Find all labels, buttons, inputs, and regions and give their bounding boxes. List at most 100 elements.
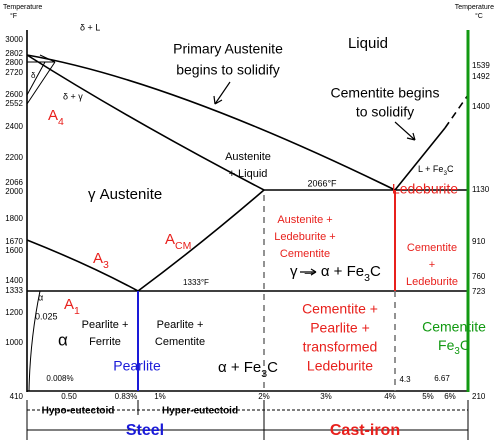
left-tick-label: 2000	[5, 187, 23, 196]
region-label: L + Fe3C	[418, 164, 454, 177]
range-label: Steel	[126, 422, 164, 439]
a3-line	[26, 239, 139, 292]
region-label: +	[429, 259, 435, 271]
region-label: Cementite	[280, 248, 330, 260]
label-part: L + Fe	[418, 164, 443, 174]
region-label: Cementite	[422, 319, 486, 335]
region-label: Cementite +	[302, 301, 378, 317]
cementite-liquidus-dashed	[444, 94, 469, 129]
region-label: transformed	[303, 339, 378, 355]
region-label: Ledeburite	[307, 358, 373, 374]
left-tick-label: 1400	[5, 276, 23, 285]
right-tick-label: 1130	[472, 185, 490, 194]
region-label: + Liquid	[229, 168, 268, 180]
region-label: ACM	[165, 231, 191, 252]
label-part: Fe	[438, 337, 455, 353]
left-tick-label: 2802	[5, 49, 23, 58]
right-tick-label: 1400	[472, 102, 490, 111]
range-label: Hypo-eutectoid	[42, 406, 115, 417]
delta-region	[26, 54, 56, 105]
right-tick-label: 910	[472, 237, 486, 246]
left-tick-label: 1800	[5, 214, 23, 223]
left-tick-label: 1600	[5, 246, 23, 255]
region-label: α	[38, 292, 43, 302]
region-label: Cementite	[155, 336, 205, 348]
region-label: Cementite	[407, 242, 457, 254]
region-label: Ledeburite +	[274, 231, 335, 243]
region-label: 4.3	[399, 375, 411, 384]
cementite-liquidus	[394, 127, 446, 191]
region-label: Austenite	[225, 151, 271, 163]
label-part: CM	[175, 240, 191, 252]
x-tick-label: 3%	[320, 392, 332, 401]
region-label: Primary Austenite	[173, 41, 283, 57]
region-label: α + Fe3C	[218, 359, 278, 380]
region-label: Austenite +	[277, 214, 332, 226]
label-part: 3	[443, 170, 447, 177]
label-part: 1	[74, 305, 80, 317]
label-part: A	[165, 231, 175, 248]
left-tick-label: 410	[10, 392, 24, 401]
region-label: Pearlite +	[310, 320, 370, 336]
range-label: Cast-iron	[330, 422, 400, 439]
left-tick-label: 2800	[5, 58, 23, 67]
region-label: δ + L	[80, 22, 100, 32]
right-tick-label: 210	[472, 392, 486, 401]
x-tick-label: 4%	[384, 392, 396, 401]
range-label: Hyper-eutectoid	[162, 406, 238, 417]
x-tick-label: 6%	[444, 392, 456, 401]
region-label: Ledeburite	[392, 181, 458, 197]
solvus-line	[28, 290, 41, 392]
region-label: Liquid	[348, 35, 388, 52]
acm-line	[137, 189, 265, 292]
region-label: Cementite begins	[331, 85, 440, 101]
region-label: Pearlite +	[157, 319, 204, 331]
left-tick-label: 1670	[5, 237, 23, 246]
left-tick-label: 2400	[5, 122, 23, 131]
region-label: 0.008%	[46, 374, 73, 383]
region-label: 2066°F	[307, 178, 337, 188]
arrow	[213, 81, 231, 105]
left-tick-label: 1333	[5, 286, 23, 295]
left-tick-label: 2200	[5, 153, 23, 162]
axis-unit: °F	[10, 12, 17, 20]
region-label: γ → α + Fe3C	[290, 263, 381, 284]
region-label: Pearlite +	[82, 319, 129, 331]
left-tick-label: 2066	[5, 178, 23, 187]
region-label: 6.67	[434, 374, 450, 383]
right-tick-label: 723	[472, 287, 486, 296]
left-tick-label: 3000	[5, 35, 23, 44]
region-label: 1333°F	[183, 278, 209, 287]
region-label: begins to solidify	[176, 62, 280, 78]
label-part: 3	[261, 368, 267, 380]
label-part: C	[370, 263, 381, 280]
label-part: 3	[103, 259, 109, 271]
region-label: A4	[48, 107, 64, 128]
label-part: 3	[454, 346, 460, 357]
x-tick-label: 0.50	[61, 392, 77, 401]
region-label: γ Austenite	[88, 186, 162, 203]
region-label: to solidify	[356, 104, 414, 120]
region-label: δ + γ	[63, 91, 83, 101]
x-tick-label: 2%	[258, 392, 270, 401]
label-part: α + Fe	[218, 359, 261, 376]
left-tick-label: 1000	[5, 338, 23, 347]
label-part: A	[48, 107, 58, 124]
region-label: Fe3C	[438, 337, 470, 357]
labels: Temperature°FTemperature°C30002802280027…	[3, 4, 494, 439]
arrow	[394, 121, 416, 141]
label-part: 4	[58, 116, 64, 128]
label-part: 3	[364, 272, 370, 284]
right-tick-label: 760	[472, 272, 486, 281]
region-label: Pearlite	[113, 358, 161, 374]
phase-lines	[26, 30, 470, 440]
region-label: A3	[93, 250, 109, 271]
region-label: 0.025	[35, 311, 58, 321]
x-tick-label: 0.83%	[115, 392, 138, 401]
left-tick-label: 2600	[5, 90, 23, 99]
right-tick-label: 1539	[472, 61, 490, 70]
x-tick-label: 1%	[154, 392, 166, 401]
axis-title: Temperature	[455, 4, 494, 11]
label-part: C	[447, 164, 454, 174]
